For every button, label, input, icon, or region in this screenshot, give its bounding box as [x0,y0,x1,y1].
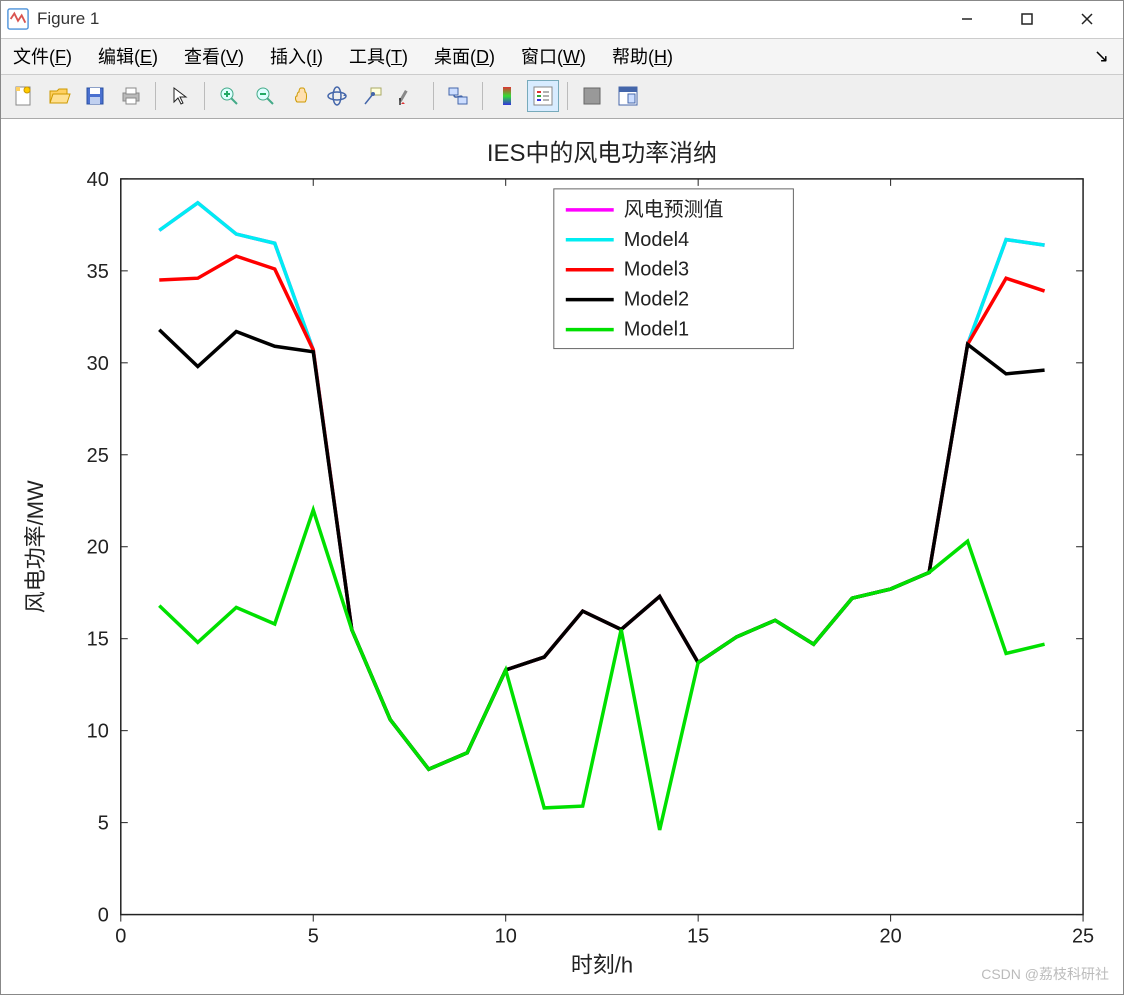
svg-text:25: 25 [1072,925,1094,947]
svg-text:Model4: Model4 [624,228,689,250]
brush-button[interactable] [393,80,425,112]
pointer-button[interactable] [164,80,196,112]
svg-text:5: 5 [98,812,109,834]
watermark-text: CSDN @荔枝科研社 [981,964,1109,984]
rotate-3d-button[interactable] [321,80,353,112]
svg-text:40: 40 [87,168,109,190]
toolbar-separator [482,82,483,110]
svg-text:0: 0 [115,925,126,947]
toolbar-separator [433,82,434,110]
open-button[interactable] [43,80,75,112]
svg-text:20: 20 [87,536,109,558]
svg-text:30: 30 [87,352,109,374]
toolbar-separator [567,82,568,110]
app-window: Figure 1 文件(F) 编辑(E) 查看(V) 插入(I) 工具(T) 桌… [0,0,1124,995]
svg-text:15: 15 [687,925,709,947]
new-figure-button[interactable] [7,80,39,112]
toolbar-separator [155,82,156,110]
svg-text:风电预测值: 风电预测值 [624,197,724,220]
dock-button[interactable] [612,80,644,112]
zoom-in-button[interactable] [213,80,245,112]
toolbar-separator [204,82,205,110]
menu-view[interactable]: 查看(V) [180,41,248,71]
menu-insert[interactable]: 插入(I) [266,41,327,71]
close-button[interactable] [1057,1,1117,37]
svg-text:Model3: Model3 [624,258,689,280]
svg-text:25: 25 [87,444,109,466]
svg-text:35: 35 [87,260,109,282]
menu-tools[interactable]: 工具(T) [345,41,412,71]
link-plots-button[interactable] [442,80,474,112]
menu-desktop[interactable]: 桌面(D) [430,41,499,71]
menu-overflow-icon[interactable]: ↘ [1094,46,1115,67]
zoom-out-button[interactable] [249,80,281,112]
svg-text:时刻/h: 时刻/h [571,952,633,977]
legend-button[interactable] [527,80,559,112]
maximize-button[interactable] [997,1,1057,37]
svg-text:5: 5 [308,925,319,947]
svg-text:20: 20 [880,925,902,947]
svg-text:Model2: Model2 [624,288,689,310]
chart-area[interactable]: 0 5 10 15 20 25 0 5 10 15 20 25 30 35 40 时刻/h 风电功率/MW IES… [1,119,1123,994]
window-controls [937,1,1117,37]
print-button[interactable] [115,80,147,112]
minimize-button[interactable] [937,1,997,37]
colorbar-button[interactable] [491,80,523,112]
svg-text:15: 15 [87,628,109,650]
chart-svg: 0 5 10 15 20 25 0 5 10 15 20 25 30 35 40 时刻/h 风电功率/MW IES… [1,119,1123,994]
menu-help[interactable]: 帮助(H) [608,41,677,71]
menu-bar: 文件(F) 编辑(E) 查看(V) 插入(I) 工具(T) 桌面(D) 窗口(W… [1,39,1123,75]
pan-button[interactable] [285,80,317,112]
svg-text:10: 10 [495,925,517,947]
hide-tools-button[interactable] [576,80,608,112]
menu-edit[interactable]: 编辑(E) [94,41,162,71]
app-icon [7,8,29,30]
window-title: Figure 1 [37,9,937,29]
svg-text:Model1: Model1 [624,318,689,340]
svg-text:IES中的风电功率消纳: IES中的风电功率消纳 [487,139,717,166]
menu-window[interactable]: 窗口(W) [517,41,590,71]
data-cursor-button[interactable] [357,80,389,112]
svg-text:0: 0 [98,904,109,926]
toolbar [1,75,1123,119]
svg-text:10: 10 [87,720,109,742]
menu-file[interactable]: 文件(F) [9,41,76,71]
svg-text:风电功率/MW: 风电功率/MW [23,480,48,613]
title-bar: Figure 1 [1,1,1123,39]
save-button[interactable] [79,80,111,112]
